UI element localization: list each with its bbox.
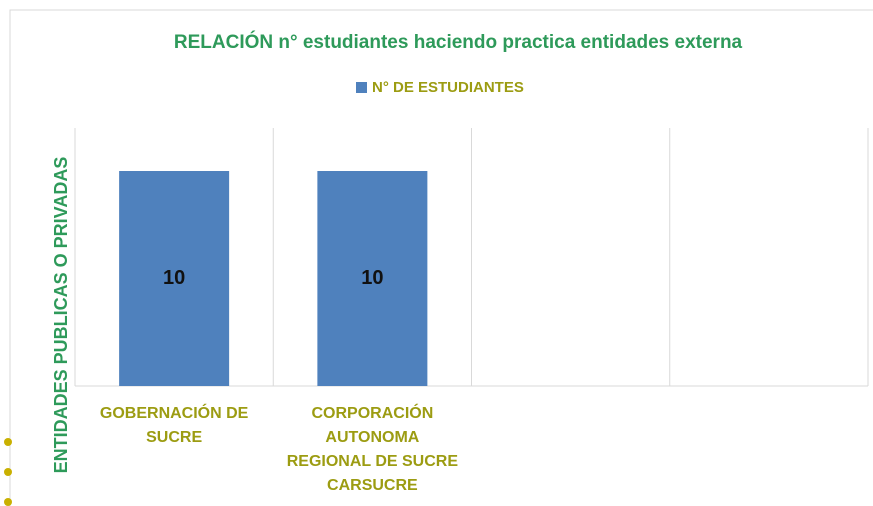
- bullet: [4, 468, 12, 476]
- bar: [119, 171, 230, 386]
- chart-title: RELACIÓN n° estudiantes haciendo practic…: [174, 31, 743, 53]
- legend-label: N° DE ESTUDIANTES: [372, 79, 524, 96]
- y-axis-label: ENTIDADES PUBLICAS O PRIVADAS: [51, 157, 71, 474]
- data-label: 10: [163, 267, 185, 289]
- bar: [317, 171, 428, 386]
- bullet: [4, 438, 12, 446]
- data-label: 10: [361, 267, 383, 289]
- bullet: [4, 498, 12, 506]
- x-tick-label: GOBERNACIÓN DE SUCRE: [99, 405, 249, 446]
- legend-swatch: [356, 82, 367, 93]
- x-tick-label: CORPORACIÓN AUTONOMA REGIONAL DE SUCRE C…: [286, 405, 459, 494]
